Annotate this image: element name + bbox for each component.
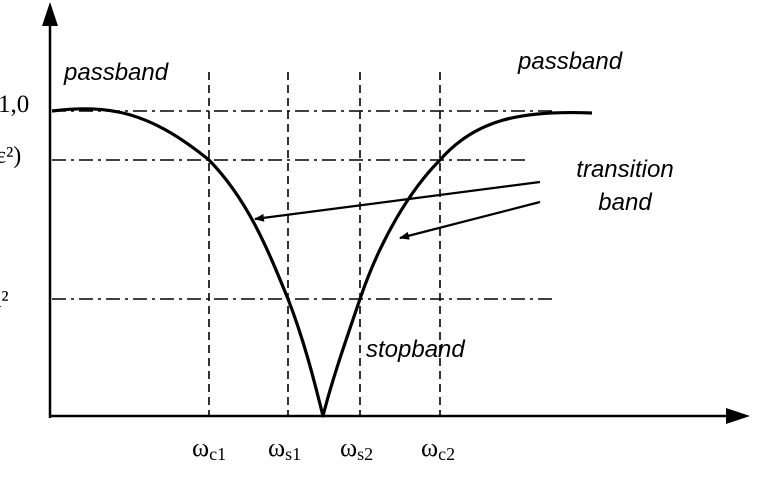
y-label-ripple: ε²) — [0, 143, 21, 169]
omega-symbol: ω — [340, 433, 357, 462]
freq-label-s1: ωs1 — [268, 433, 301, 464]
y-label-one: 1,0 — [0, 91, 29, 118]
transition-arrow-left — [254, 180, 541, 222]
omega-symbol: ω — [268, 433, 285, 462]
stopband-label: stopband — [366, 336, 465, 363]
passband-right-label: passband — [517, 48, 623, 75]
passband-left-label: passband — [63, 59, 169, 86]
x-axis-arrowhead — [726, 408, 750, 424]
freq-subscript-c1: c1 — [209, 444, 226, 464]
freq-subscript-s2: s2 — [357, 444, 373, 464]
transition-label-line1: transition — [576, 156, 673, 183]
y-axis-arrowhead — [42, 2, 58, 26]
transition-label-line2: band — [598, 189, 652, 216]
freq-subscript-s1: s1 — [285, 444, 301, 464]
freq-label-s2: ωs2 — [340, 433, 373, 464]
freq-subscript-c2: c2 — [438, 444, 455, 464]
omega-symbol: ω — [421, 433, 438, 462]
freq-label-c2: ωc2 — [421, 433, 455, 464]
transition-arrow-right — [399, 200, 541, 240]
omega-symbol: ω — [192, 433, 209, 462]
y-label-stop: A² — [0, 287, 9, 313]
response-curve — [51, 107, 593, 418]
freq-label-c1: ωc1 — [192, 433, 226, 464]
